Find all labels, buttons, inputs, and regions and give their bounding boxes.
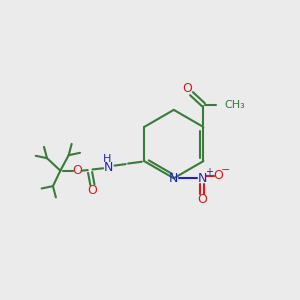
Text: O: O	[73, 164, 82, 177]
Text: O: O	[197, 193, 207, 206]
Text: N: N	[169, 172, 178, 185]
Text: +: +	[205, 167, 213, 177]
Text: CH₃: CH₃	[225, 100, 245, 110]
Text: −: −	[221, 165, 230, 175]
Text: O: O	[183, 82, 193, 95]
Text: N: N	[104, 160, 113, 174]
Text: O: O	[213, 169, 223, 182]
Text: N: N	[197, 172, 207, 185]
Text: H: H	[103, 154, 111, 164]
Text: O: O	[88, 184, 98, 197]
